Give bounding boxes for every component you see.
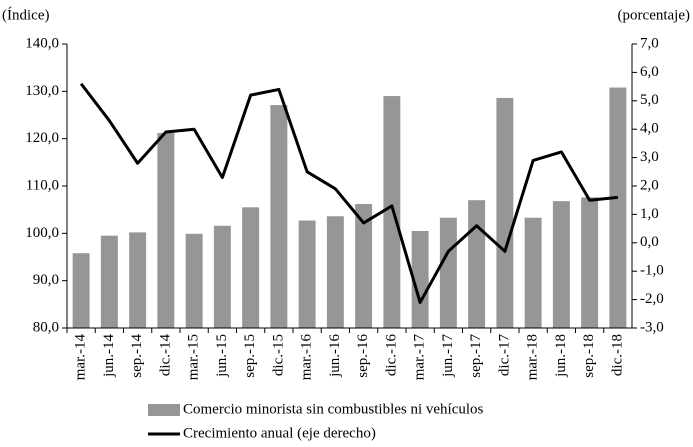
x-tick-label: sep.-17: [468, 334, 484, 378]
y2-axis-label: (porcentaje): [618, 7, 690, 23]
x-tick-label: sep.-18: [581, 334, 597, 378]
bar: [326, 216, 344, 328]
bar: [411, 230, 429, 328]
x-tick-label: dic.-16: [383, 334, 399, 377]
bar: [185, 233, 203, 328]
bar: [524, 217, 542, 328]
bar: [100, 235, 118, 328]
bar: [270, 105, 288, 328]
bar: [298, 220, 316, 328]
x-tick-label: sep.-14: [129, 334, 145, 378]
y2-tick-label: 4,0: [640, 121, 659, 137]
legend-swatch: [148, 404, 180, 416]
x-tick-label: jun.-18: [553, 334, 569, 378]
y2-tick-label: 6,0: [640, 64, 659, 80]
y-tick-label: 100,0: [25, 225, 59, 241]
bar: [242, 207, 260, 328]
y-axis-label: (Índice): [2, 6, 49, 23]
y-tick-label: 110,0: [26, 177, 59, 193]
bar: [355, 203, 373, 328]
y-tick-label: 120,0: [25, 130, 59, 146]
x-tick-label: jun.-15: [214, 334, 230, 378]
bar: [157, 132, 175, 328]
bar: [468, 200, 486, 328]
x-tick-label: jun.-17: [440, 334, 456, 378]
line: [79, 82, 619, 304]
x-tick-label: mar.-18: [525, 334, 541, 380]
x-tick-label: mar.-17: [412, 334, 428, 381]
y2-tick-label: 3,0: [640, 149, 659, 165]
x-tick-label: dic.-15: [270, 334, 286, 376]
y2-tick-label: 1,0: [640, 206, 659, 222]
y-tick-label: 90,0: [33, 272, 59, 288]
legend-label: Crecimiento anual (eje derecho): [183, 425, 376, 441]
y2-tick-label: 5,0: [640, 92, 659, 108]
bar: [552, 201, 570, 328]
bar: [496, 97, 514, 329]
bar: [383, 96, 401, 328]
y2-tick-label: 7,0: [640, 35, 659, 51]
bar: [439, 217, 457, 328]
x-tick-label: mar.-14: [73, 334, 89, 381]
y-tick-label: 130,0: [25, 83, 59, 99]
x-tick-label: dic.-18: [609, 334, 625, 376]
x-tick-label: mar.-15: [186, 334, 202, 380]
x-tick-label: sep.-16: [355, 334, 371, 378]
bar: [72, 253, 90, 328]
y2-tick-label: 0,0: [640, 234, 659, 250]
y2-tick-label: -2,0: [640, 291, 664, 307]
y-tick-label: 140,0: [25, 35, 59, 51]
x-tick-label: mar.-16: [299, 334, 315, 381]
y2-tick-label: 2,0: [640, 177, 659, 193]
y2-tick-label: -1,0: [640, 263, 664, 279]
bar: [581, 197, 599, 328]
y-tick-label: 80,0: [33, 319, 59, 335]
bar: [129, 232, 147, 328]
y2-tick-label: -3,0: [640, 319, 664, 335]
bar: [213, 225, 231, 328]
x-tick-label: jun.-16: [327, 334, 343, 378]
x-tick-label: sep.-15: [242, 334, 258, 378]
bar: [609, 87, 627, 329]
x-tick-label: dic.-14: [157, 334, 173, 377]
x-tick-label: jun.-14: [101, 334, 117, 378]
legend-label: Comercio minorista sin combustibles ni v…: [183, 401, 484, 417]
x-tick-label: dic.-17: [496, 334, 512, 377]
